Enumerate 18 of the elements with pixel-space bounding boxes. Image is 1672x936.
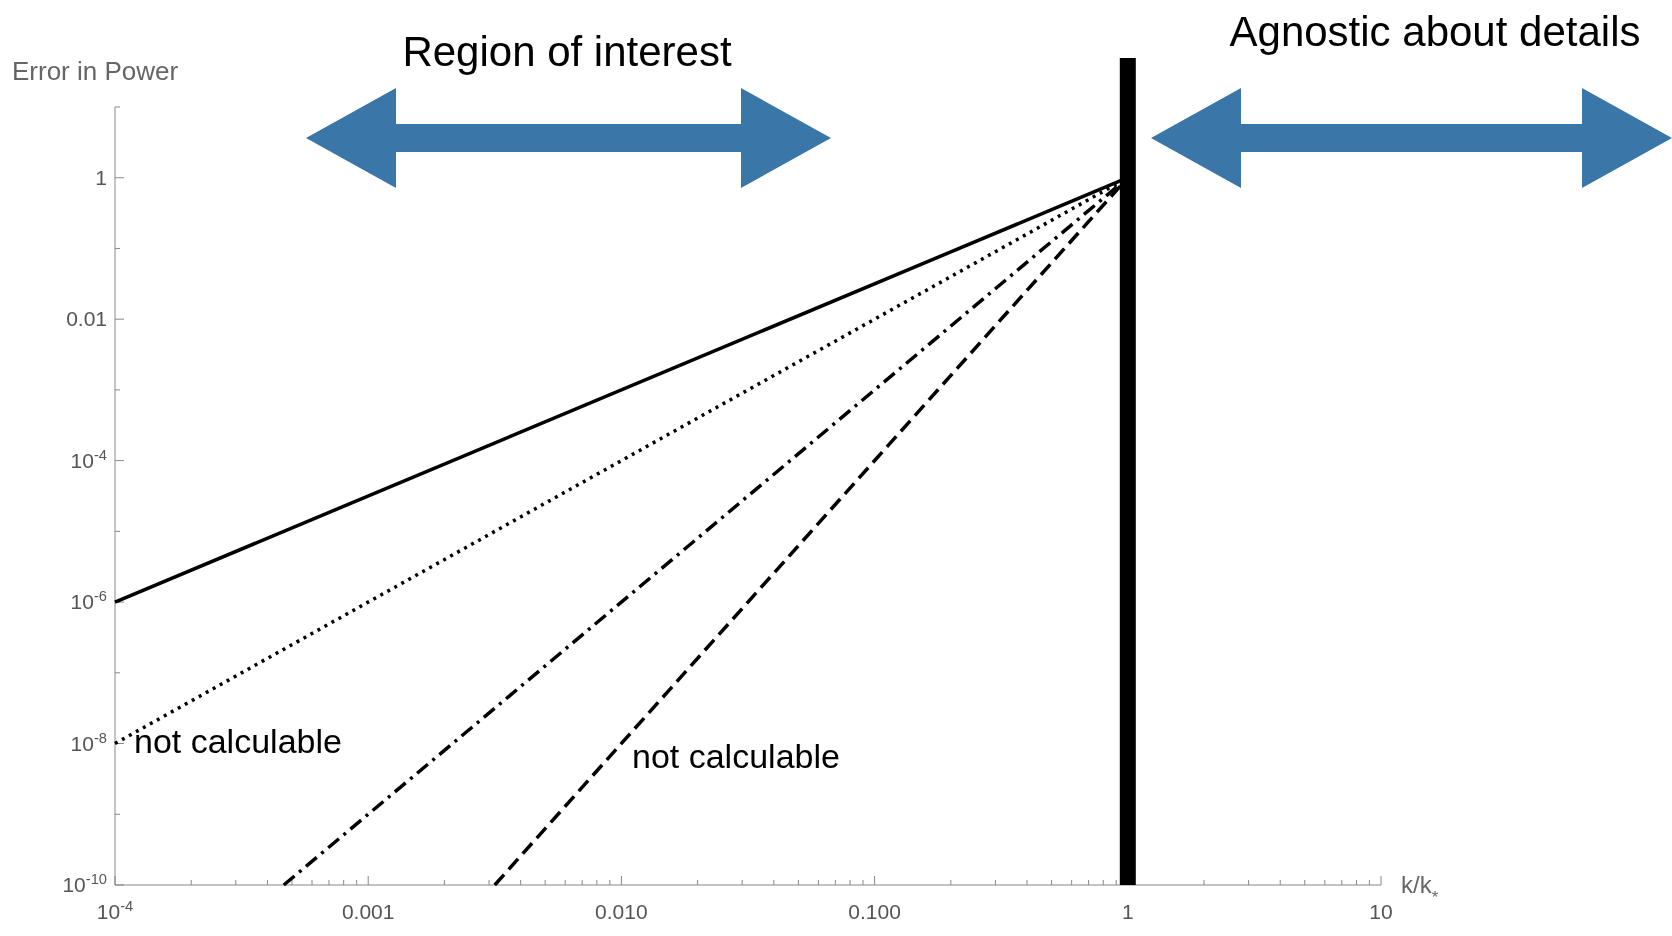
y-tick-label: 10$^{-6}$ <box>70 588 107 614</box>
y-tick-label: 10$^{-10}$ <box>62 871 107 896</box>
x-tick-label: 10 <box>1369 900 1393 923</box>
text: Region of interest <box>402 28 732 75</box>
text: Agnostic about details <box>1229 8 1641 55</box>
y-tick-label: 10$^{-4}$ <box>70 446 107 472</box>
x-tick-label: 0.100 <box>848 900 901 923</box>
x-tick-label: 10$^{-4}$ <box>96 898 134 923</box>
y-axis-title: Error in Power <box>12 56 179 86</box>
y-tick-label: 10$^{-8}$ <box>70 729 107 755</box>
x-tick-label: 0.010 <box>595 900 648 923</box>
x-tick-label: 0.001 <box>341 900 395 923</box>
y-tick-label: 0.01 <box>66 307 107 331</box>
x-tick-label: 1 <box>1121 900 1134 923</box>
y-tick-label: 1 <box>95 165 107 189</box>
annotation: not calculable <box>134 722 342 760</box>
x-axis-title: k/k$_{*}$ <box>1401 871 1439 907</box>
annotation: not calculable <box>632 737 840 775</box>
